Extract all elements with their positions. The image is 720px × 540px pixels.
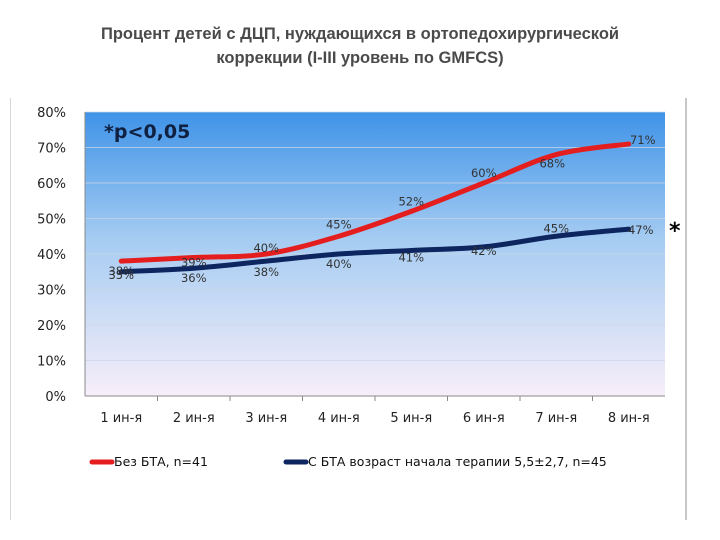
y-tick-label: 20% (37, 319, 66, 334)
data-label-series-2: 47% (628, 223, 654, 237)
data-label-series-1: 71% (630, 133, 656, 147)
data-label-series-2: 41% (398, 250, 424, 264)
data-label-series-2: 36% (181, 271, 207, 285)
data-label-series-1: 40% (253, 241, 279, 255)
y-tick-label: 30% (37, 284, 66, 299)
y-tick-label: 0% (45, 390, 66, 405)
x-tick-label: 2 ин-я (173, 411, 215, 426)
data-label-series-2: 35% (108, 268, 134, 282)
series-line-1 (118, 141, 632, 264)
title-line-2: коррекции (I-III уровень по GMFCS) (216, 49, 504, 67)
slide-title: Процент детей с ДЦП, нуждающихся в ортоп… (20, 22, 700, 70)
x-tick-label: 1 ин-я (100, 411, 142, 426)
data-label-series-1: 60% (471, 166, 497, 180)
x-tick-label: 8 ин-я (608, 411, 650, 426)
data-label-series-2: 38% (253, 265, 279, 279)
x-tick-label: 7 ин-я (535, 411, 577, 426)
data-label-series-1: 38% (108, 264, 134, 278)
y-tick-label: 40% (37, 248, 66, 263)
data-label-series-1: 52% (398, 194, 424, 208)
legend-label-2: С БТА возраст начала терапии 5,5±2,7, n=… (308, 454, 607, 469)
x-tick-label: 5 ин-я (390, 411, 432, 426)
y-tick-label: 80% (37, 106, 66, 121)
series-line-2 (118, 226, 632, 275)
data-label-series-2: 45% (543, 221, 569, 235)
legend-label-1: Без БТА, n=41 (114, 454, 208, 469)
title-line-1: Процент детей с ДЦП, нуждающихся в ортоп… (100, 25, 620, 43)
y-tick-label: 70% (37, 142, 66, 157)
significance-annotation: *p<0,05 (104, 121, 190, 143)
data-label-series-2: 42% (471, 244, 497, 258)
y-tick-label: 60% (37, 177, 66, 192)
data-label-series-1: 39% (181, 256, 207, 270)
x-tick-label: 6 ин-я (463, 411, 505, 426)
data-label-series-1: 45% (326, 217, 352, 231)
x-tick-label: 3 ин-я (245, 411, 287, 426)
y-tick-label: 10% (37, 355, 66, 370)
significance-marker: * (669, 219, 681, 244)
chart-frame (10, 98, 687, 520)
x-tick-label: 4 ин-я (318, 411, 360, 426)
y-tick-label: 50% (37, 213, 66, 228)
data-label-series-1: 68% (539, 157, 565, 171)
data-label-series-2: 40% (326, 257, 352, 271)
